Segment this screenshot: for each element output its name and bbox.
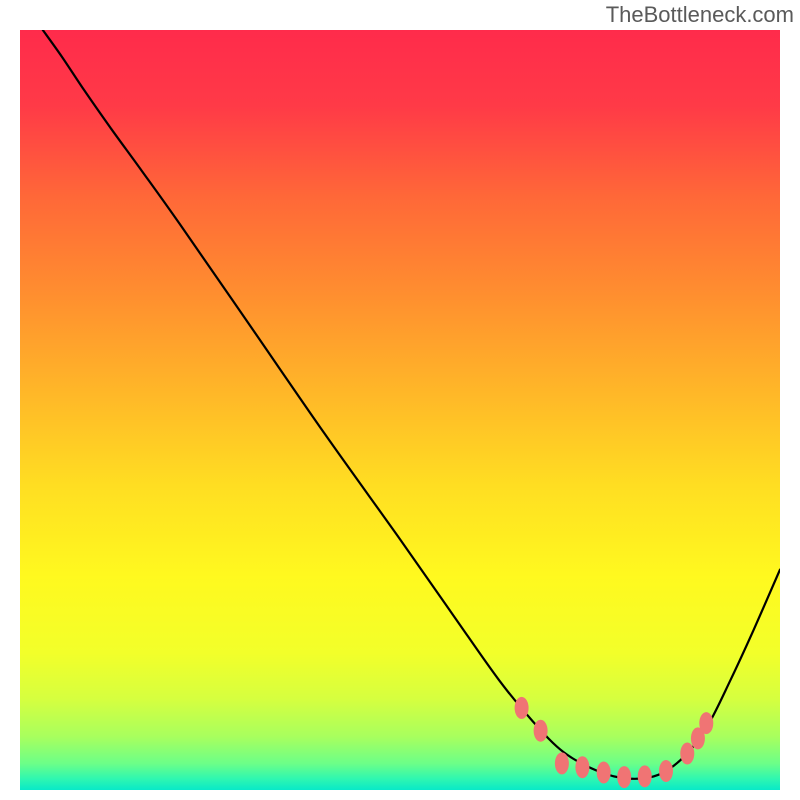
background-gradient <box>20 30 780 790</box>
watermark-text: TheBottleneck.com <box>606 2 794 28</box>
plot-area <box>20 30 780 790</box>
chart-container: TheBottleneck.com <box>0 0 800 800</box>
